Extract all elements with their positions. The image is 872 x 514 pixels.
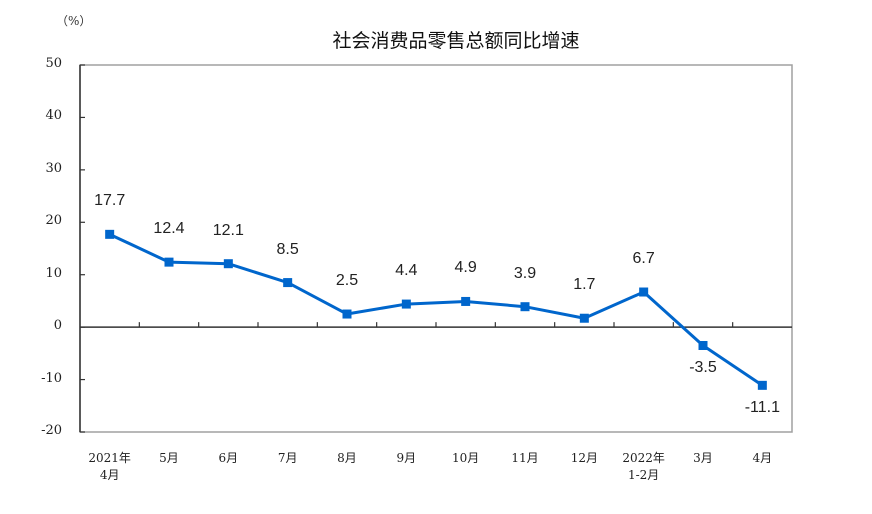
data-point-label: 12.1	[212, 221, 244, 239]
y-tick-label: 50	[45, 56, 62, 71]
x-tick-label: 2022年 1-2月	[622, 451, 665, 482]
x-axis-ticks	[138, 322, 734, 328]
x-tick-label: 2021年 4月	[88, 451, 131, 482]
x-tick-label: 7月	[277, 451, 298, 465]
y-axis-unit-label: （%）	[56, 14, 92, 28]
data-point-marker	[520, 302, 530, 312]
data-point-marker	[698, 340, 708, 350]
x-tick-label: 4月	[752, 451, 773, 465]
data-point-marker	[639, 287, 649, 297]
x-tick-label: 9月	[396, 451, 417, 465]
data-point-marker	[461, 296, 471, 306]
x-tick-label: 3月	[693, 451, 713, 465]
chart-title: 社会消费品零售总额同比增速	[332, 30, 580, 52]
data-point-label: 4.4	[395, 262, 418, 280]
series-markers	[105, 229, 767, 390]
x-tick-label: 11月	[511, 451, 539, 465]
data-point-label: 17.7	[94, 192, 126, 210]
x-tick-label: 8月	[337, 451, 357, 465]
y-tick-label: 10	[45, 265, 62, 281]
data-point-label: 8.5	[276, 240, 299, 258]
series-line	[109, 232, 764, 387]
data-point-label: 2.5	[335, 272, 359, 290]
data-point-marker	[579, 313, 589, 323]
data-point-label: 6.7	[632, 250, 655, 268]
x-tick-label: 6月	[218, 451, 239, 465]
y-tick-label: 0	[53, 318, 62, 334]
x-tick-label: 5月	[159, 451, 179, 465]
data-point-marker	[105, 229, 115, 239]
data-point-label: -3.5	[689, 359, 717, 377]
x-tick-label: 12月	[570, 451, 598, 465]
data-point-marker	[342, 309, 352, 319]
data-point-marker	[401, 299, 411, 309]
x-tick-label: 10月	[452, 451, 480, 465]
data-point-label: 4.9	[454, 259, 477, 277]
data-point-marker	[757, 380, 767, 390]
y-tick-label: 20	[45, 213, 62, 229]
data-point-marker	[164, 257, 174, 267]
data-point-label: 12.4	[153, 220, 185, 238]
data-point-marker	[283, 278, 293, 288]
data-point-label: 3.9	[513, 264, 537, 282]
y-tick-label: 40	[45, 108, 62, 124]
data-point-label: 1.7	[573, 276, 596, 294]
data-point-marker	[223, 259, 233, 269]
y-tick-label: 30	[45, 160, 62, 176]
y-tick-label: -10	[41, 370, 62, 386]
y-tick-label: -20	[41, 423, 62, 438]
data-point-label: -11.1	[744, 399, 780, 417]
